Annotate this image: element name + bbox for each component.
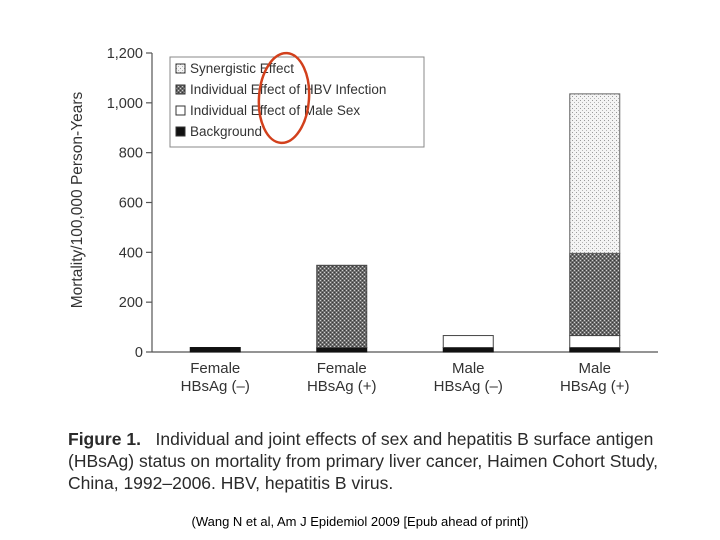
bars xyxy=(189,93,621,353)
bar-segment-individual-effect-of-male-sex xyxy=(569,335,621,349)
caption-label: Figure 1. xyxy=(68,429,141,449)
bar-segment-background xyxy=(569,347,621,353)
y-tick-label: 0 xyxy=(135,345,143,361)
y-tick-label: 400 xyxy=(119,245,143,261)
x-tick-label: HBsAg (+) xyxy=(560,378,630,395)
y-axis-label: Mortality/100,000 Person-Years xyxy=(69,91,86,308)
bar-segment-synergistic-effect xyxy=(569,93,621,254)
y-tick-label: 1,000 xyxy=(107,96,143,112)
highlight-annotations xyxy=(257,51,311,145)
axes: 0 200 400 600 800 1,000 1,200 Mortality/100,00… xyxy=(69,46,658,361)
figure-caption: Figure 1. Individual and joint effects o… xyxy=(68,428,668,494)
y-tick-label: 600 xyxy=(119,196,143,212)
legend-box xyxy=(169,56,425,148)
legend-label-synergistic-effect: Synergistic Effect xyxy=(190,61,294,76)
legend-label-background: Background xyxy=(190,124,262,139)
y-tick-label: 1,200 xyxy=(107,46,143,62)
bar-segment-individual-effect-of-hbv-infection xyxy=(316,264,368,349)
x-tick-label: Male xyxy=(452,360,485,377)
x-tick-label: HBsAg (–) xyxy=(434,378,503,395)
legend-swatch-individual-effect-of-male-sex xyxy=(175,105,186,116)
bar-segment-individual-effect-of-male-sex xyxy=(442,335,494,349)
legend-label-individual-effect-of-hbv-infection: Individual Effect of HBV Infection xyxy=(190,82,386,97)
legend-swatch-background xyxy=(175,126,186,137)
chart: 0 200 400 600 800 1,000 1,200 Mortality/100,00… xyxy=(69,46,658,395)
legend-swatch-synergistic-effect xyxy=(175,63,186,74)
citation: (Wang N et al, Am J Epidemiol 2009 [Epub… xyxy=(191,514,529,529)
legend: Synergistic Effect Individual Effect of H… xyxy=(169,56,425,148)
x-tick-label: Female xyxy=(317,360,367,377)
x-tick-label: Male xyxy=(578,360,611,377)
bar-segment-background xyxy=(189,347,241,353)
caption-text: Individual and joint effects of sex and … xyxy=(68,429,659,493)
x-tick-label: HBsAg (–) xyxy=(181,378,250,395)
y-tick-label: 200 xyxy=(119,295,143,311)
legend-label-individual-effect-of-male-sex: Individual Effect of Male Sex xyxy=(190,103,360,118)
y-tick-label: 800 xyxy=(119,146,143,162)
bar-segment-background xyxy=(442,347,494,353)
highlight-circle-effect-legend xyxy=(257,51,311,145)
x-tick-label: Female xyxy=(190,360,240,377)
x-tick-label: HBsAg (+) xyxy=(307,378,377,395)
bar-segment-background xyxy=(316,347,368,353)
bar-segment-individual-effect-of-hbv-infection xyxy=(569,252,621,337)
legend-swatch-individual-effect-of-hbv-infection xyxy=(175,84,186,95)
